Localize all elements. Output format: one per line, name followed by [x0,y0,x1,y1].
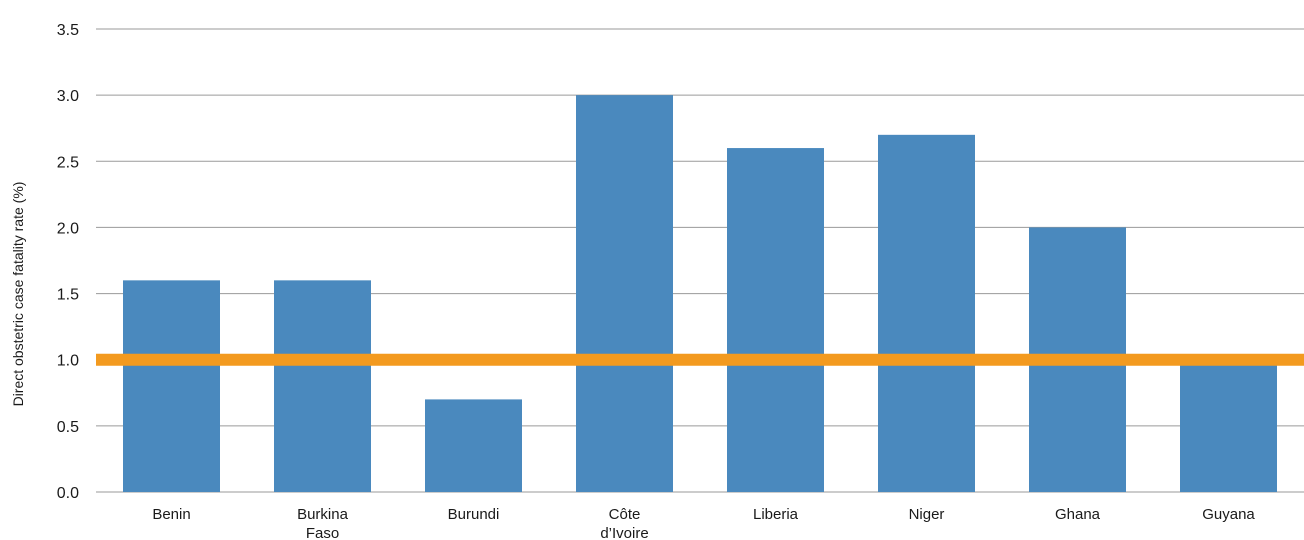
x-tick-label: Côte d’Ivoire [600,506,648,540]
y-tick-label: 0.0 [57,485,79,502]
y-axis-tick-labels: 0.0 0.5 1.0 1.5 2.0 2.5 3.0 3.5 [57,22,79,502]
bar [576,95,673,493]
x-tick-label: Guyana [1202,506,1255,523]
x-tick-label: Burundi [448,506,500,523]
x-tick-label: Benin [152,506,190,523]
x-tick-label-line: Benin [152,506,190,523]
x-tick-label-line: d’Ivoire [600,525,648,540]
x-tick-label: Liberia [753,506,799,523]
y-tick-label: 2.0 [57,220,79,237]
x-tick-label-line: Ghana [1055,506,1101,523]
x-tick-label: Niger [909,506,945,523]
bar [727,148,824,493]
y-axis-title: Direct obstetric case fatality rate (%) [10,182,26,407]
bar [1180,359,1277,492]
y-tick-label: 3.0 [57,88,79,105]
x-tick-label: Burkina Faso [297,506,349,540]
y-tick-label: 3.5 [57,22,79,39]
y-tick-label: 1.0 [57,353,79,370]
x-tick-label-line: Côte [609,506,641,523]
x-tick-label-line: Burundi [448,506,500,523]
bar [274,280,371,492]
bar [425,399,522,492]
x-tick-label-line: Faso [306,525,339,540]
y-tick-label: 0.5 [57,419,79,436]
y-tick-label: 2.5 [57,154,79,171]
x-axis-category-labels: Benin Burkina Faso Burundi Côte d’Ivoire Liber… [152,506,1255,540]
y-tick-label: 1.5 [57,287,79,304]
x-tick-label: Ghana [1055,506,1101,523]
bars [123,95,1277,493]
x-tick-label-line: Liberia [753,506,799,523]
bar [123,280,220,492]
bar [878,134,975,493]
x-tick-label-line: Burkina [297,506,349,523]
x-tick-label-line: Guyana [1202,506,1255,523]
x-tick-label-line: Niger [909,506,945,523]
